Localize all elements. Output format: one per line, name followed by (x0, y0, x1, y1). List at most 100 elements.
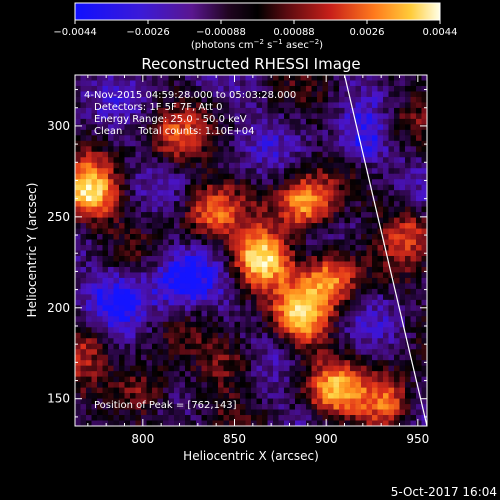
heatmap-cell (284, 157, 290, 164)
heatmap-cell (311, 415, 318, 421)
heatmap-cell (339, 349, 345, 355)
heatmap-cell (355, 140, 362, 147)
heatmap-cell (262, 162, 268, 169)
heatmap-cell (135, 365, 142, 372)
heatmap-cell (289, 371, 296, 377)
heatmap-cell (300, 234, 307, 240)
heatmap-cell (102, 310, 109, 317)
heatmap-cell (146, 135, 153, 142)
heatmap-cell (245, 299, 252, 306)
heatmap-cell (130, 217, 136, 224)
heatmap-cell (328, 343, 334, 350)
heatmap-cell (289, 157, 296, 164)
heatmap-cell (278, 387, 285, 394)
heatmap-cell (113, 415, 120, 421)
heatmap-cell (394, 255, 400, 262)
heatmap-cell (130, 135, 136, 142)
heatmap-cell (245, 398, 252, 405)
heatmap-cell (383, 179, 389, 185)
heatmap-cell (333, 382, 340, 388)
heatmap-cell (262, 321, 268, 328)
heatmap-cell (284, 305, 290, 312)
heatmap-cell (218, 129, 224, 136)
heatmap-cell (190, 118, 197, 125)
heatmap-cell (179, 255, 186, 262)
heatmap-cell (135, 206, 142, 213)
heatmap-cell (289, 96, 296, 103)
heatmap-cell (383, 365, 389, 372)
heatmap-cell (212, 113, 219, 120)
heatmap-cell (251, 107, 257, 114)
heatmap-cell (410, 151, 417, 158)
heatmap-cell (317, 206, 323, 213)
heatmap-cell (157, 135, 164, 142)
heatmap-cell (377, 195, 384, 202)
heatmap-cell (207, 409, 213, 416)
heatmap-cell (306, 102, 312, 109)
heatmap-cell (245, 283, 252, 290)
heatmap-cell (113, 157, 120, 164)
colorbar-tick-label: 0.00088 (273, 27, 314, 38)
heatmap-cell (251, 195, 257, 202)
heatmap-cell (223, 360, 230, 366)
heatmap-cell (361, 283, 367, 290)
heatmap-cell (256, 310, 263, 317)
heatmap-cell (86, 371, 92, 377)
heatmap-cell (339, 173, 345, 180)
heatmap-cell (256, 393, 263, 399)
heatmap-cell (399, 85, 406, 92)
heatmap-cell (399, 382, 406, 388)
heatmap-cell (190, 184, 197, 191)
heatmap-cell (333, 201, 340, 207)
heatmap-cell (168, 206, 175, 213)
heatmap-cell (262, 393, 268, 399)
heatmap-cell (399, 376, 406, 383)
heatmap-cell (141, 261, 147, 268)
heatmap-cell (152, 360, 158, 366)
heatmap-cell (75, 288, 81, 295)
heatmap-cell (157, 173, 164, 180)
heatmap-cell (251, 162, 257, 169)
heatmap-cell (152, 316, 158, 323)
heatmap-cell (146, 96, 153, 103)
heatmap-cell (421, 261, 427, 268)
heatmap-cell (410, 212, 417, 218)
heatmap-cell (355, 201, 362, 207)
heatmap-cell (344, 190, 351, 196)
heatmap-cell (86, 283, 92, 290)
heatmap-cell (146, 217, 153, 224)
heatmap-cell (196, 310, 202, 317)
heatmap-cell (273, 206, 279, 213)
heatmap-cell (240, 91, 246, 98)
heatmap-cell (311, 151, 318, 158)
y-tick-label: 250 (47, 210, 70, 224)
heatmap-cell (388, 129, 395, 136)
heatmap-cell (97, 206, 103, 213)
heatmap-cell (146, 349, 153, 355)
heatmap-cell (372, 288, 378, 295)
heatmap-cell (361, 75, 367, 81)
heatmap-cell (339, 382, 345, 388)
heatmap-cell (75, 234, 81, 240)
heatmap-cell (201, 201, 208, 207)
heatmap-cell (207, 212, 213, 218)
heatmap-cell (196, 223, 202, 229)
heatmap-cell (91, 195, 98, 202)
heatmap-cell (421, 228, 427, 235)
heatmap-cell (223, 206, 230, 213)
heatmap-cell (350, 223, 356, 229)
heatmap-cell (273, 129, 279, 136)
heatmap-cell (344, 382, 351, 388)
heatmap-cell (91, 387, 98, 394)
heatmap-cell (306, 398, 312, 405)
heatmap-cell (201, 305, 208, 312)
heatmap-cell (262, 146, 268, 153)
heatmap-cell (322, 102, 329, 109)
heatmap-cell (300, 415, 307, 421)
heatmap-cell (273, 234, 279, 240)
heatmap-cell (273, 151, 279, 158)
heatmap-cell (405, 420, 411, 426)
heatmap-cell (388, 420, 395, 426)
heatmap-cell (344, 288, 351, 295)
heatmap-cell (86, 305, 92, 312)
